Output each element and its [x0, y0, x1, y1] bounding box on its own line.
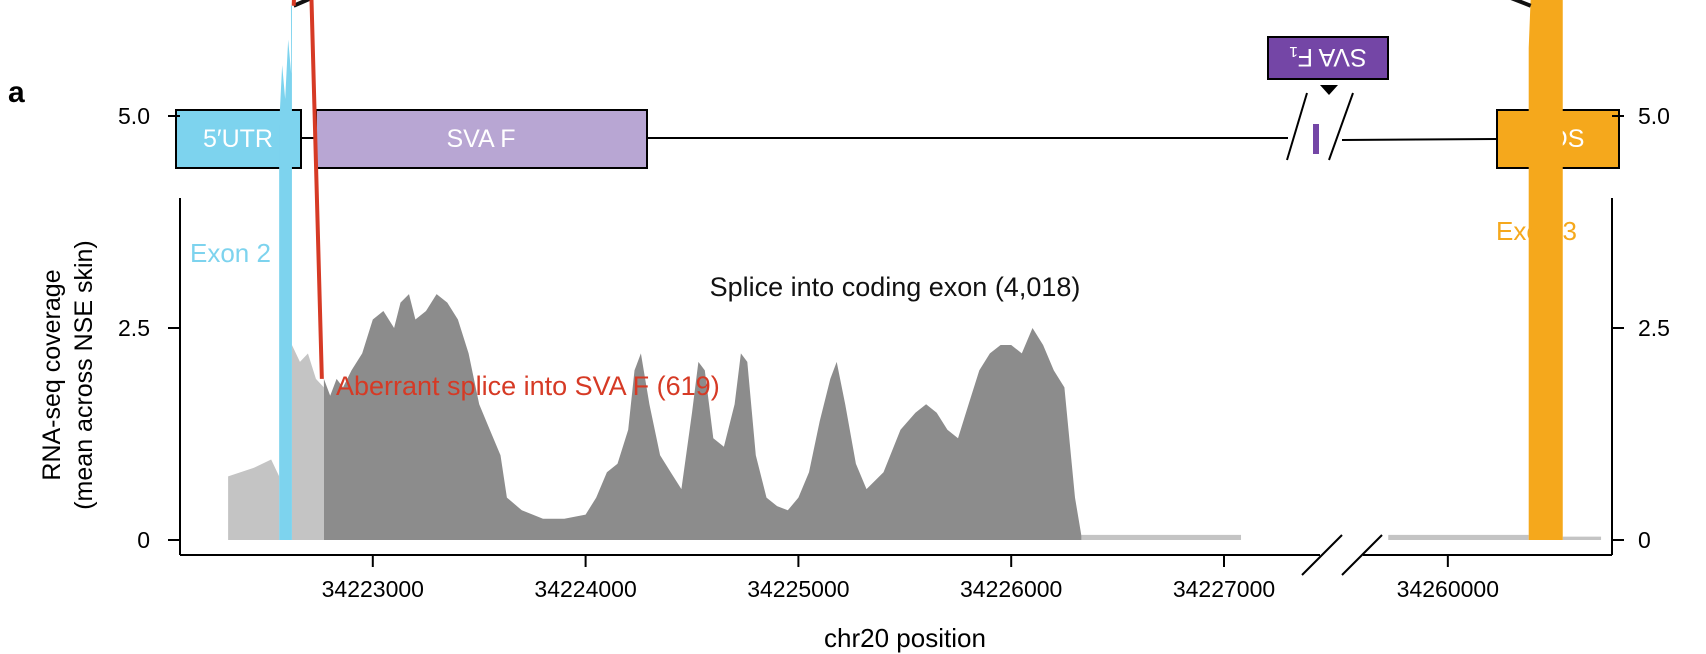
intron-coverage-layer — [323, 294, 1082, 540]
x-axis-title: chr20 position — [824, 623, 986, 653]
gene-break-mark — [1328, 92, 1354, 161]
low-coverage-area — [291, 344, 324, 540]
chart-labels: Exon 2 Exon 3 Splice into coding exon (4,0… — [190, 216, 1577, 401]
y-axis-title-line2: (mean across NSE skin) — [70, 240, 98, 510]
aberrant-splice-junction — [291, 0, 324, 379]
insertion-label: SVA F₁ — [1289, 43, 1366, 71]
y-tick-label-left: 0 — [137, 527, 150, 553]
exon-2-coverage-area — [279, 5, 292, 540]
y-tick-label-right: 2.5 — [1638, 315, 1670, 341]
splice-junction-layer — [291, 0, 1532, 379]
panel-label: a — [8, 76, 25, 109]
x-tick-label: 34227000 — [1173, 576, 1275, 602]
low-coverage-area — [1562, 536, 1602, 540]
x-tick-label: 34226000 — [960, 576, 1062, 602]
intron-coverage-area — [323, 294, 1082, 540]
x-tick-label: 34260000 — [1397, 576, 1499, 602]
coding-splice-label: Splice into coding exon (4,018) — [710, 272, 1081, 302]
exon-coverage-layer — [279, 0, 1563, 540]
low-coverage-layer — [228, 344, 1602, 540]
low-coverage-area — [228, 459, 280, 540]
utr-box-label: 5′UTR — [203, 125, 273, 153]
exon-3-coverage-area — [1528, 0, 1563, 540]
y-tick-label-left: 5.0 — [118, 103, 150, 129]
coding-splice-junction — [292, 0, 1532, 8]
x-axis-break-mark — [1341, 534, 1383, 576]
sva-box-label: SVA F — [446, 125, 515, 153]
gene-break-mark — [1286, 92, 1308, 161]
insertion-arrow — [1320, 85, 1338, 95]
x-tick-label: 34224000 — [534, 576, 636, 602]
axes: 002.52.55.05.07.57.534223000342240003422… — [38, 103, 1670, 653]
y-tick-label-right: 0 — [1638, 527, 1651, 553]
insertion-tick — [1313, 124, 1319, 154]
exon-3-label: Exon 3 — [1496, 216, 1577, 246]
y-tick-label-right: 5.0 — [1638, 103, 1670, 129]
low-coverage-area — [1081, 534, 1242, 540]
y-tick-label-left: 2.5 — [118, 315, 150, 341]
aberrant-splice-label: Aberrant splice into SVA F (619) — [336, 371, 720, 401]
insertion-label-box — [1267, 36, 1389, 80]
low-coverage-area — [1388, 534, 1529, 540]
sva-box — [315, 109, 648, 169]
exon-2-label: Exon 2 — [190, 238, 271, 268]
x-tick-label: 34223000 — [322, 576, 424, 602]
coverage-chart: 002.52.55.05.07.57.534223000342240003422… — [38, 0, 1670, 653]
x-axis-break-mark — [1301, 534, 1343, 576]
y-axis-title-line1: RNA-seq coverage — [38, 269, 66, 480]
gene-model-line — [1341, 138, 1498, 141]
x-tick-label: 34225000 — [747, 576, 849, 602]
gene-model: 5′UTR SVA F CDS SVA F₁ — [175, 36, 1620, 169]
